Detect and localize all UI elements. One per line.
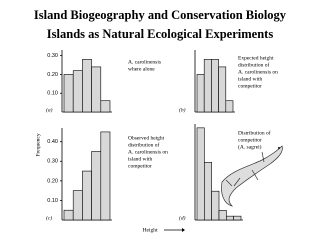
bar — [82, 59, 92, 113]
panel-label: (d) — [179, 214, 186, 221]
bar — [211, 190, 220, 221]
y-tick-label: 0.10 — [47, 91, 58, 97]
annotation: A. carolinensis — [128, 59, 161, 65]
y-tick-label: 0.10 — [47, 198, 58, 204]
bar — [203, 59, 212, 113]
bar — [225, 100, 234, 113]
bar — [196, 127, 205, 221]
annotation: Distribution of — [238, 129, 271, 136]
x-axis-label: Height — [143, 227, 158, 233]
annotation: island with — [238, 76, 263, 82]
bar — [196, 74, 205, 113]
bar — [72, 190, 83, 221]
annotation: (A. sagrei) — [238, 143, 262, 150]
annotation: Observed height — [128, 135, 165, 141]
slide-title: Island Biogeography and Conservation Bio… — [34, 8, 287, 22]
annotation: where alone — [128, 66, 155, 72]
annotation: competitor — [238, 137, 262, 143]
bar — [218, 210, 227, 221]
annotation: competitor — [128, 163, 152, 169]
annotation: A. carolinensis on — [128, 149, 168, 155]
annotation: competitor — [238, 83, 262, 89]
panel-label: (a) — [46, 106, 53, 113]
annotation: Expected height — [238, 55, 274, 61]
bar — [204, 162, 212, 221]
bar — [82, 170, 92, 221]
y-tick-label: 0.30 — [47, 159, 58, 165]
lizard-illustration — [221, 145, 283, 207]
annotation: distribution of — [128, 141, 159, 148]
bar — [100, 100, 111, 113]
bar — [211, 59, 219, 113]
panel-label: (b) — [179, 106, 186, 113]
y-tick-label: 0.30 — [47, 53, 58, 59]
y-axis-label: Frequency — [35, 133, 41, 156]
bar — [218, 66, 227, 113]
arrow-head — [182, 228, 185, 232]
bar — [63, 74, 74, 113]
y-tick-label: 0.40 — [47, 139, 58, 145]
y-tick-label: 0.20 — [47, 72, 58, 78]
bar — [91, 151, 102, 221]
bar — [63, 209, 74, 221]
bar — [72, 70, 83, 113]
y-tick-label: 0.20 — [47, 178, 58, 184]
annotation: island with — [128, 156, 153, 162]
bar — [100, 131, 111, 221]
annotation: A. carolinensis on — [238, 69, 278, 75]
bar — [226, 215, 234, 221]
annotation: distribution of — [238, 61, 269, 68]
slide-subtitle: Islands as Natural Ecological Experiment… — [47, 27, 274, 41]
panel-label: (c) — [46, 214, 52, 221]
bar — [91, 66, 102, 113]
bar — [233, 215, 242, 221]
